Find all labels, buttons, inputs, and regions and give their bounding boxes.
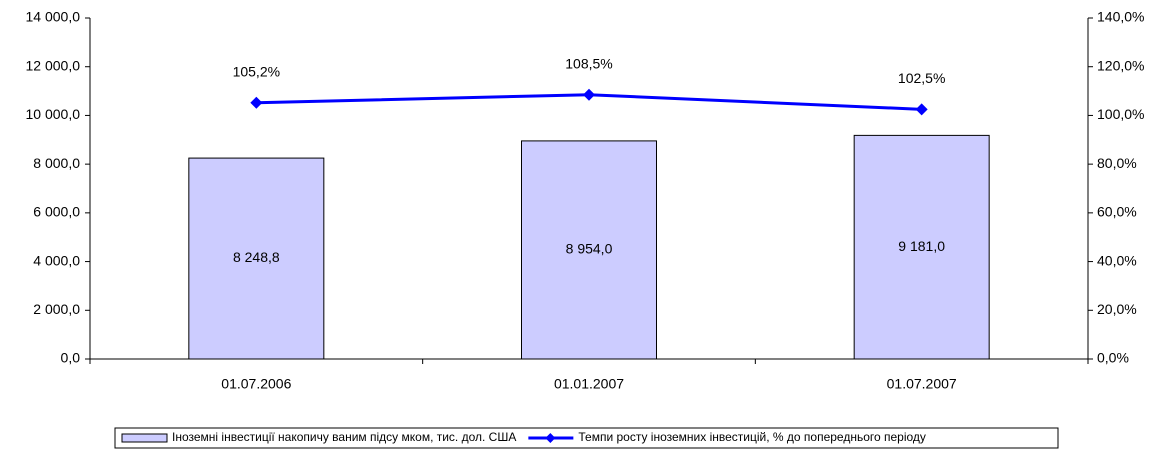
legend-box (114, 427, 1059, 449)
y2-tick-label: 120,0% (1097, 57, 1144, 73)
line-marker (250, 96, 263, 109)
line-value-label: 102,5% (898, 70, 945, 86)
y-tick-label: 4 000,0 (33, 252, 80, 268)
y2-tick-label: 0,0% (1097, 350, 1129, 366)
y2-tick-label: 20,0% (1097, 301, 1137, 317)
y2-tick-label: 60,0% (1097, 204, 1137, 220)
legend-marker (545, 433, 556, 443)
line-value-label: 105,2% (233, 63, 280, 79)
y-tick-label: 14 000,0 (26, 9, 81, 25)
y2-tick-label: 140,0% (1097, 9, 1144, 25)
legend-label: Темпи росту іноземних інвестицій, % до п… (578, 430, 926, 444)
legend-swatch (121, 433, 168, 443)
bar (853, 134, 990, 360)
y-tick-label: 8 000,0 (33, 155, 80, 171)
line-value-label: 108,5% (565, 55, 612, 71)
y2-tick-label: 40,0% (1097, 252, 1137, 268)
legend-label: Іноземні інвестиції накопичу ваним підсу… (172, 430, 516, 444)
y-tick-label: 10 000,0 (26, 106, 81, 122)
bar-value-label: 8 954,0 (566, 241, 613, 257)
y-tick-label: 6 000,0 (33, 204, 80, 220)
bar (521, 140, 657, 360)
x-tick-label: 01.07.2007 (887, 376, 957, 392)
y-tick-label: 12 000,0 (26, 57, 81, 73)
line-marker (915, 103, 928, 116)
y2-tick-label: 100,0% (1097, 106, 1144, 122)
x-tick-label: 01.01.2007 (554, 376, 624, 392)
bar (188, 157, 325, 360)
line-marker (583, 88, 595, 101)
bar-value-label: 9 181,0 (898, 238, 945, 254)
y-tick-label: 2 000,0 (33, 301, 80, 317)
y-tick-label: 0,0 (61, 350, 81, 366)
x-tick-label: 01.07.2006 (221, 376, 291, 392)
bar-value-label: 8 248,8 (233, 249, 280, 265)
y2-tick-label: 80,0% (1097, 155, 1137, 171)
